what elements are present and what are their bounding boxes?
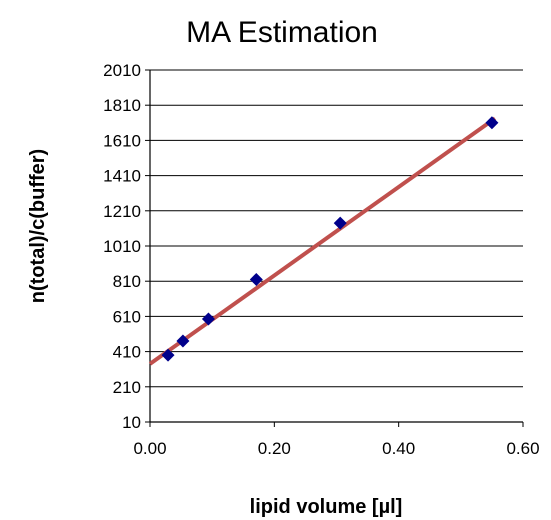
trend-line [148,116,497,366]
y-tick-label: 410 [113,343,141,362]
y-tick-labels: 10 210 410 610 810 1010 1210 1410 1610 1810 2010 [103,61,141,432]
chart-title: MA Estimation [186,16,378,49]
data-point-diamond [201,312,215,326]
y-tick-label: 610 [113,307,141,326]
y-tick-label: 1210 [103,202,141,221]
y-axis-label: n(total)/c(buffer) [27,149,49,303]
y-tick-label: 2010 [103,61,141,80]
x-tick-label: 0.60 [506,439,539,458]
gridlines [150,69,523,388]
y-tick-label: 1410 [103,167,141,186]
x-tick-label: 0.40 [382,439,415,458]
x-tick-label: 0.20 [258,439,291,458]
y-tick-label: 1810 [103,96,141,115]
y-tick-label: 1610 [103,131,141,150]
data-point-diamond [176,334,190,348]
x-tick-labels: 0.00 0.20 0.40 0.60 [133,439,539,458]
data-points-series [161,116,499,362]
y-tick-label: 1010 [103,237,141,256]
y-tick-label: 210 [113,378,141,397]
axes [145,69,524,427]
y-tick-label: 10 [122,413,141,432]
x-axis-label: lipid volume [µl] [250,496,403,518]
data-point-diamond [485,116,499,130]
trend-line-series [148,116,497,366]
data-point-diamond [249,272,263,286]
data-point-diamond [333,216,347,230]
data-point-diamond [161,348,175,362]
y-tick-label: 810 [113,272,141,291]
x-tick-label: 0.00 [133,439,166,458]
